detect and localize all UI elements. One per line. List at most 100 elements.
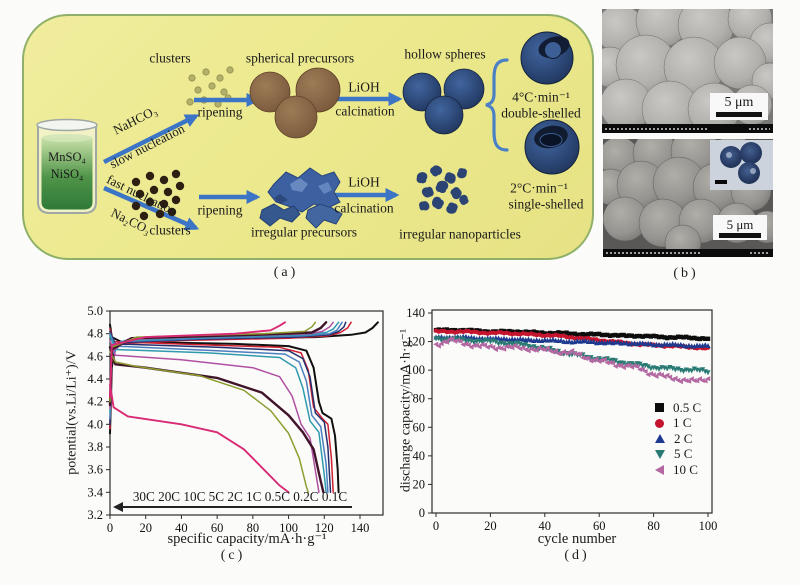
brace-graphic <box>485 58 509 152</box>
sem-info-bar-top <box>602 124 773 133</box>
chart-c-ylabel: potential(vs.Li/Li⁺)/V <box>64 350 80 475</box>
clusters-top-label: clusters <box>149 50 191 66</box>
legend-item: 5 C <box>655 446 701 463</box>
y-tick-label: 80 <box>413 392 426 406</box>
sem-image-top: 5 μm <box>602 9 773 133</box>
y-tick-label: 100 <box>406 363 425 377</box>
double-shelled-label: double-shelled <box>501 105 581 121</box>
sem-info-text <box>748 127 770 130</box>
y-tick-label: 4.0 <box>87 417 103 431</box>
legend-item: 2 C <box>655 431 701 447</box>
y-tick-label: 60 <box>413 420 426 434</box>
legend-label: 10 C <box>673 461 698 477</box>
y-tick-label: 4.2 <box>87 395 103 409</box>
series-10 C <box>433 336 711 385</box>
rate-capability-chart: 0 20 40 60 80 100 120 140 3.2 3.4 3.6 3.8 4.0 4.2 4.4 4… <box>87 304 384 535</box>
triangle-up-marker-icon <box>655 434 665 444</box>
y-tick-label: 3.2 <box>87 508 103 522</box>
clusters-top-graphic <box>186 66 234 108</box>
x-tick-label: 80 <box>647 519 660 533</box>
rate-annotation: 30C 20C 10C 5C 2C 1C 0.5C 0.2C 0.1C <box>132 489 348 504</box>
legend-label: 0.5 C <box>673 399 702 415</box>
fast-nucleation-arrow <box>103 185 200 231</box>
x-tick-label: 60 <box>211 521 224 535</box>
ripening-bottom-label: ripening <box>197 202 243 218</box>
spherical-precursors-graphic <box>249 67 341 139</box>
y-tick-label: 0 <box>419 506 425 520</box>
x-tick-label: 0 <box>433 519 439 533</box>
y-tick-label: 20 <box>413 477 426 491</box>
irregular-precursors-graphic <box>259 167 343 229</box>
cycling-chart: 0 20 40 60 80 100 0 20 40 60 80 100 120 140 <box>406 306 718 533</box>
process-schematic-panel: MnSO₄ NiSO₄ NaHCO₃ slow nucleation fast … <box>22 14 594 260</box>
legend-label: 2 C <box>674 430 693 446</box>
y-tick-label: 4.4 <box>87 372 103 386</box>
x-tick-label: 100 <box>279 521 298 535</box>
inset-scale-bar <box>715 180 727 184</box>
y-tick-label: 5.0 <box>87 304 103 318</box>
x-tick-label: 40 <box>539 519 552 533</box>
scale-box-top: 5 μm <box>710 93 768 120</box>
scale-label-bottom: 5 μm <box>726 216 754 232</box>
triangle-left-marker-icon <box>655 464 664 475</box>
chart-d-xlabel: cycle number <box>537 531 617 547</box>
curve-5C-discharge <box>109 339 320 494</box>
y-tick-label: 4.8 <box>87 327 103 341</box>
curve-2C-discharge <box>109 335 327 494</box>
scale-bar-top <box>716 112 762 117</box>
x-tick-label: 20 <box>484 519 497 533</box>
legend-item: 0.5 C <box>655 400 701 416</box>
sem-info-text <box>606 252 702 254</box>
caption-a: (a) <box>273 265 299 280</box>
x-tick-label: 100 <box>699 519 718 533</box>
x-tick-label: 60 <box>593 519 606 533</box>
scale-box-bottom: 5 μm <box>713 215 767 240</box>
beaker-label-niso4: NiSO₄ <box>50 166 84 181</box>
x-tick-label: 140 <box>351 521 370 535</box>
irregular-precursors-label: irregular precursors <box>250 224 358 240</box>
caption-c: (c) <box>220 548 246 563</box>
sem-top-spheres <box>602 9 773 124</box>
legend-label: 5 C <box>674 446 693 462</box>
single-shelled-sphere-graphic <box>524 119 580 175</box>
x-tick-label: 40 <box>175 521 188 535</box>
clusters-bottom-graphic <box>131 169 185 221</box>
x-tick-label: 120 <box>315 521 334 535</box>
beaker-graphic <box>36 118 98 214</box>
circle-marker-icon <box>655 418 664 428</box>
calcination-top-label: calcination <box>335 103 395 119</box>
rate-slow-label: 2°C·min⁻¹ <box>510 180 568 196</box>
slow-nucleation-arrow <box>102 113 200 165</box>
irregular-nanoparticles-graphic <box>415 163 470 216</box>
rate-direction-arrow <box>113 502 352 512</box>
single-shelled-label: single-shelled <box>508 196 584 212</box>
legend-item: 1 C <box>655 415 701 432</box>
plot-frame <box>431 309 713 514</box>
hollow-spheres-graphic <box>402 68 485 135</box>
x-tick-label: 0 <box>107 521 113 535</box>
legend-label: 1 C <box>673 415 692 431</box>
sem-info-text <box>605 127 708 130</box>
chart-c-xlabel: specific capacity/mA·h·g⁻¹ <box>167 531 327 547</box>
hollow-spheres-label: hollow spheres <box>404 46 486 62</box>
caption-d: (d) <box>564 548 590 563</box>
sem-image-bottom: 5 μm <box>603 139 773 257</box>
y-tick-label: 3.6 <box>87 463 103 477</box>
curve-30C-charge <box>109 321 286 399</box>
caption-b: (b) <box>673 266 699 281</box>
y-tick-label: 140 <box>406 306 425 320</box>
scale-label-top: 5 μm <box>724 95 754 110</box>
tem-inset <box>710 140 773 190</box>
curve-10C-discharge <box>108 346 325 494</box>
double-shelled-sphere-graphic <box>520 31 574 85</box>
triangle-down-marker-icon <box>655 449 665 459</box>
ripening-top-label: ripening <box>197 104 243 120</box>
square-marker-icon <box>655 403 664 413</box>
curve-0.1C-discharge <box>109 323 340 494</box>
beaker-label-mnso4: MnSO₄ <box>48 149 86 164</box>
spherical-precursors-label: spherical precursors <box>245 50 355 66</box>
legend-item: 10 C <box>655 462 701 478</box>
series-2 C <box>433 333 711 349</box>
